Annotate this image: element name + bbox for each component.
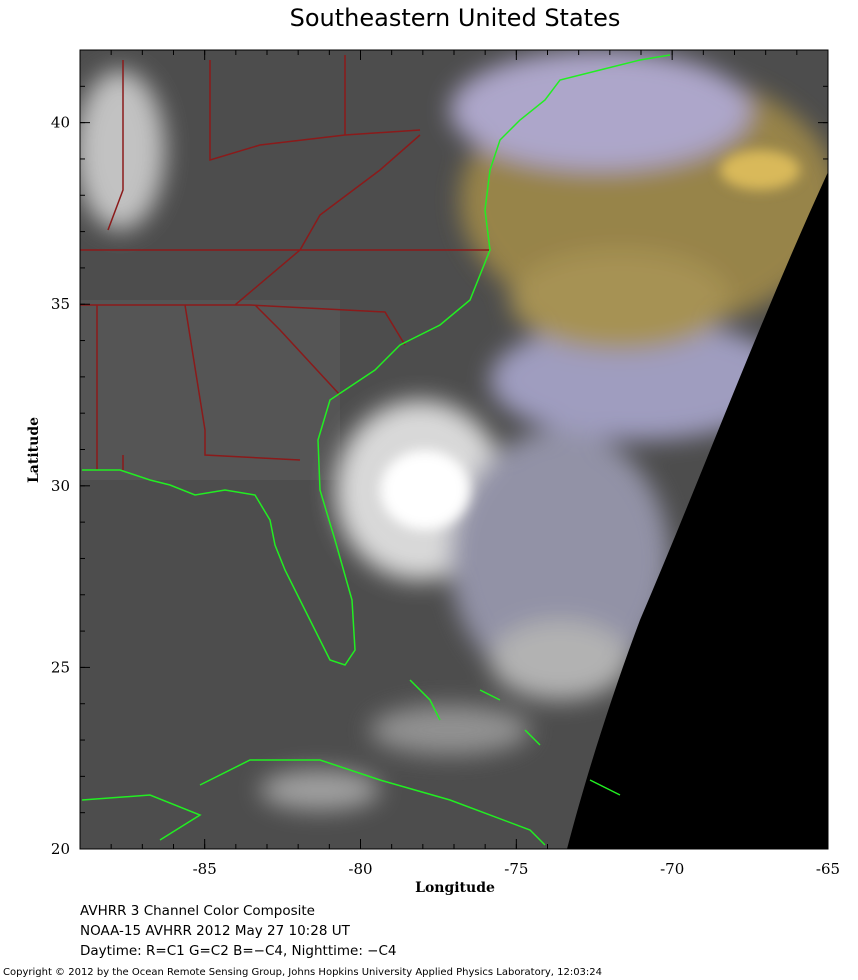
- y-tick-label: 20: [51, 840, 70, 858]
- caption-line: Daytime: R=C1 G=C2 B=−C4, Nighttime: −C4: [80, 943, 397, 959]
- y-tick-label: 25: [51, 658, 70, 676]
- x-tick-label: -70: [660, 860, 684, 878]
- y-tick-label: 35: [51, 295, 70, 313]
- copyright: Copyright © 2012 by the Ocean Remote Sen…: [3, 967, 602, 978]
- y-tick-label: 30: [51, 477, 70, 495]
- x-tick-label: -85: [193, 860, 217, 878]
- x-tick-label: -75: [504, 860, 528, 878]
- x-tick-label: -65: [816, 860, 840, 878]
- y-tick-label: 40: [51, 114, 70, 132]
- caption-line: NOAA-15 AVHRR 2012 May 27 10:28 UT: [80, 923, 351, 939]
- x-tick-label: -80: [348, 860, 372, 878]
- satellite-image: [80, 50, 828, 849]
- y-axis-label: Latitude: [26, 417, 42, 483]
- x-axis-label: Longitude: [415, 880, 495, 896]
- title: Southeastern United States: [290, 4, 621, 32]
- caption-line: AVHRR 3 Channel Color Composite: [80, 903, 315, 919]
